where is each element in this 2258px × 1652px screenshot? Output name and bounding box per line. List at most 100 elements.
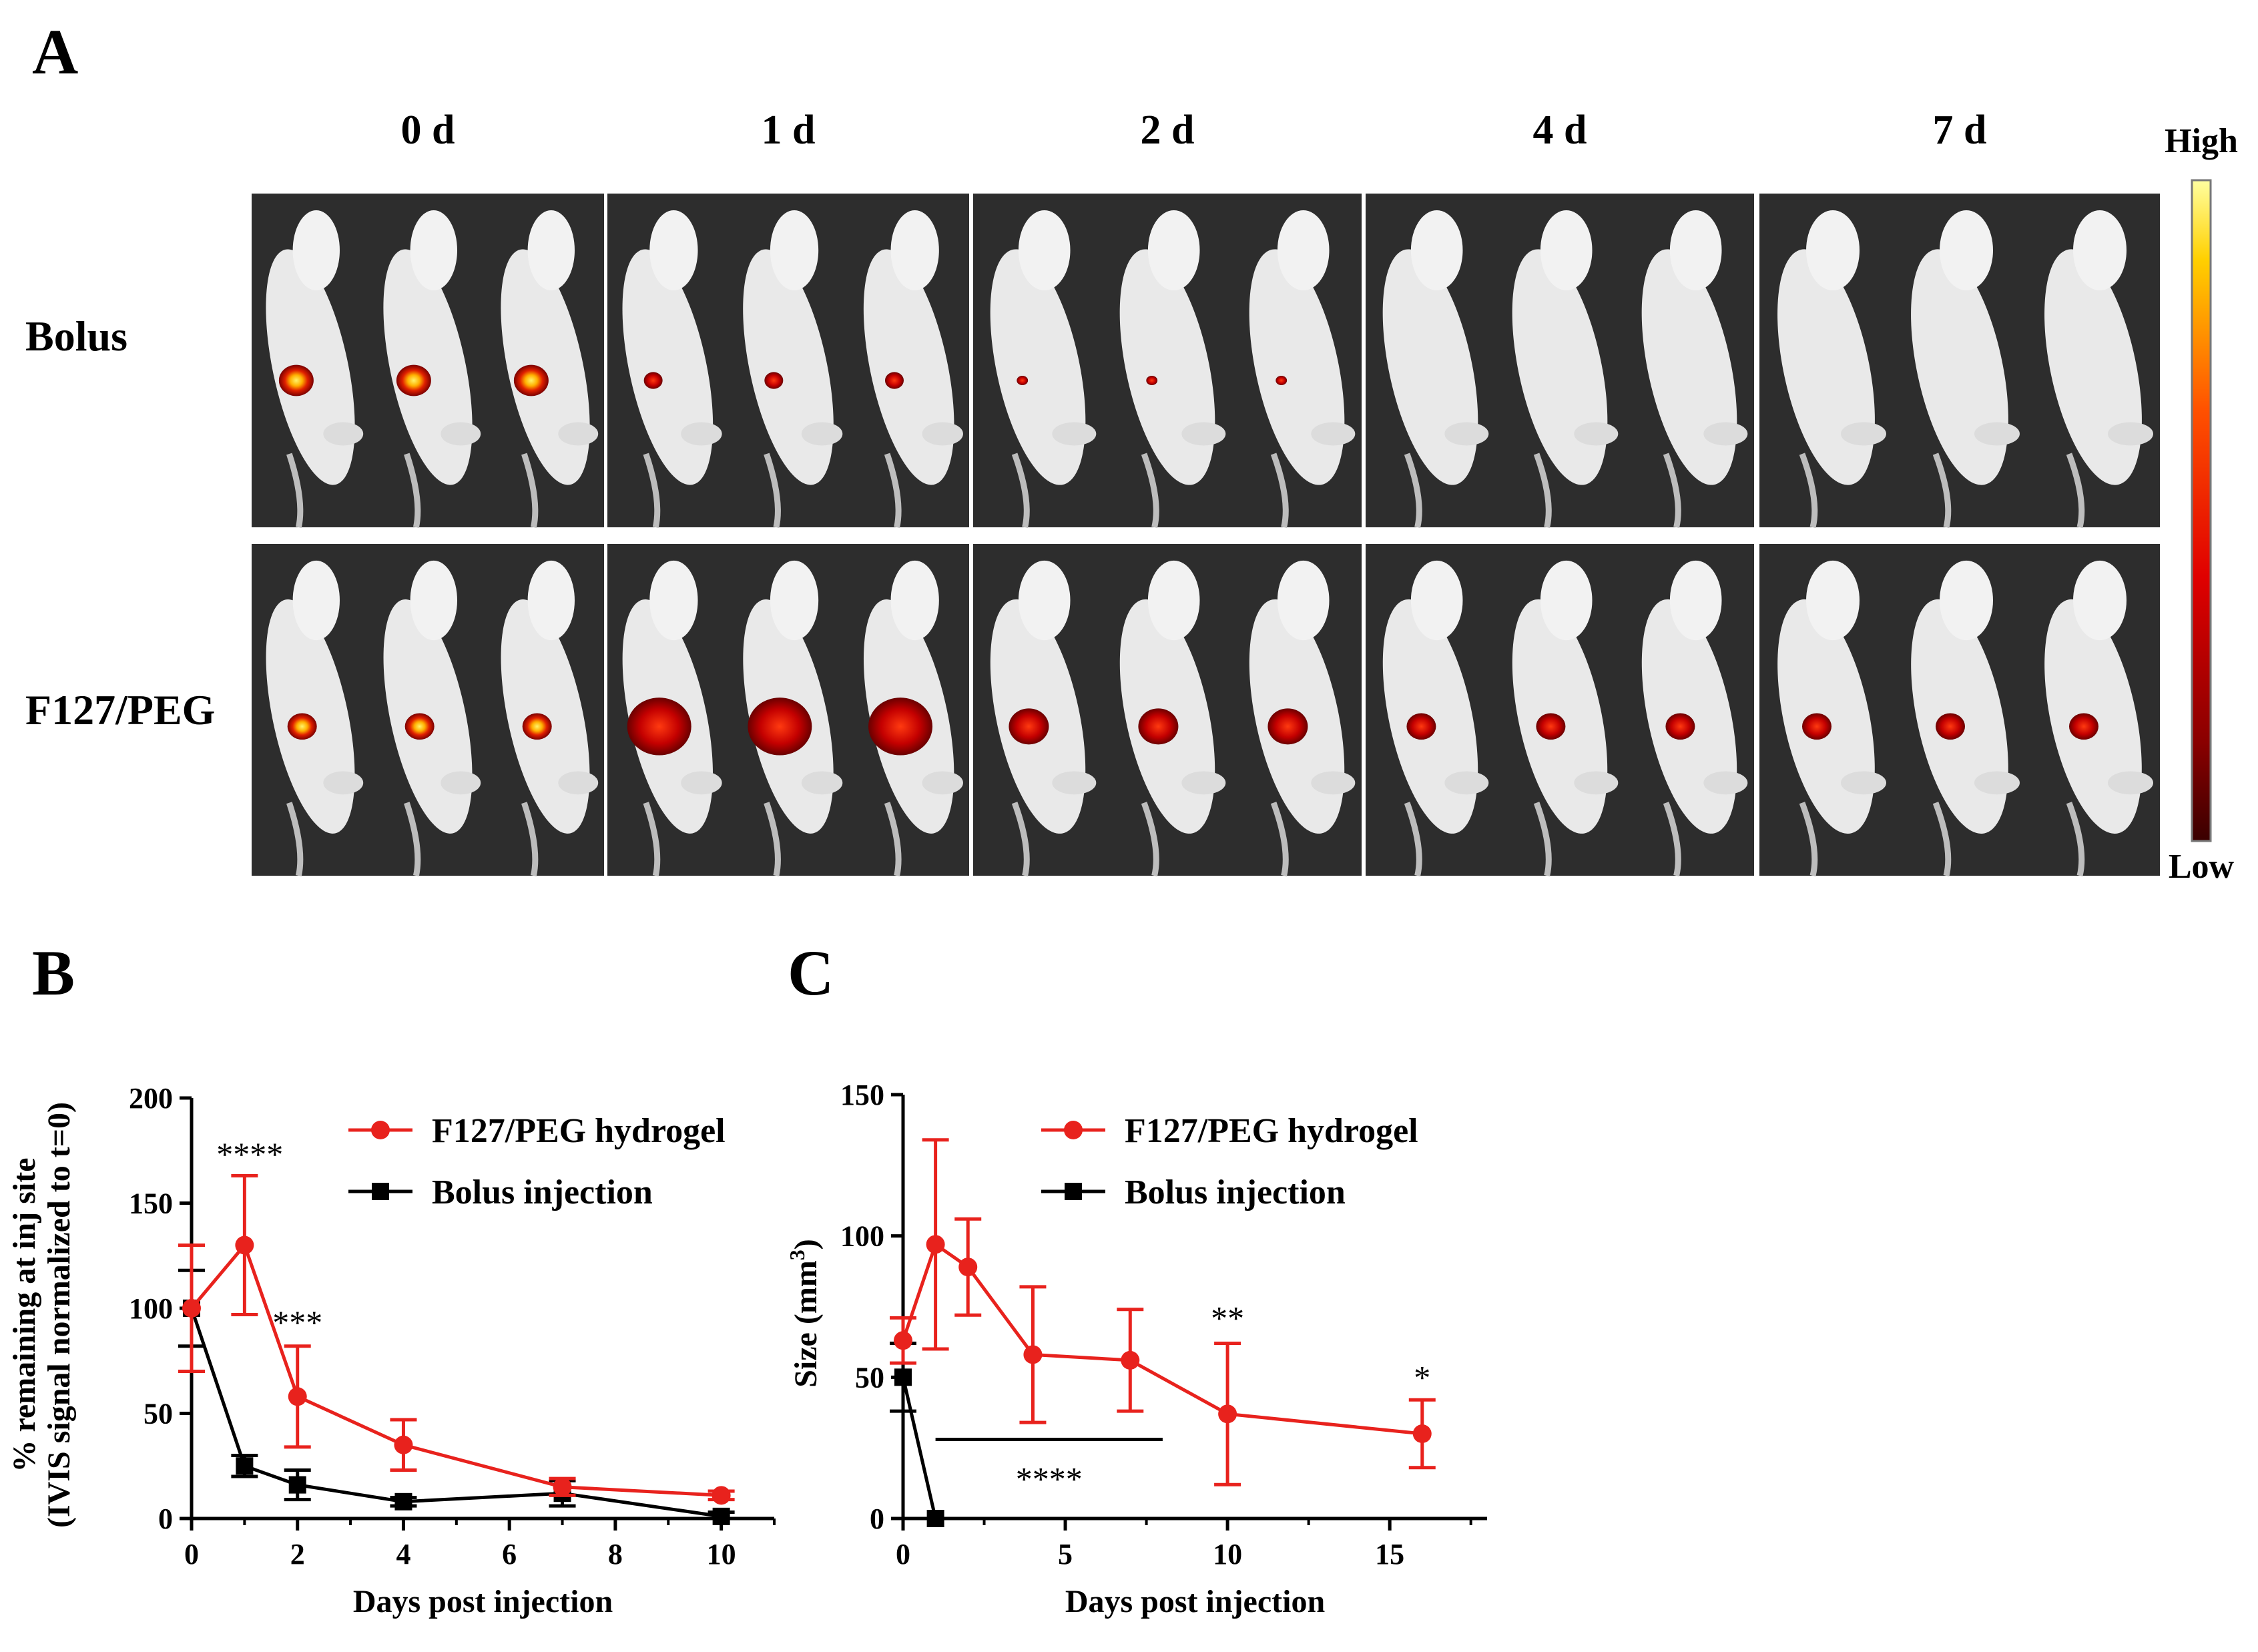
fluorescence-spot bbox=[404, 713, 435, 740]
legend-marker bbox=[371, 1121, 390, 1139]
data-point bbox=[235, 1235, 254, 1255]
mouse bbox=[1777, 560, 1886, 877]
fluorescence-spot bbox=[1276, 376, 1288, 385]
mouse-leg bbox=[323, 771, 364, 795]
fluorescence-spot bbox=[513, 364, 549, 396]
imaging-tile-r1-c1 bbox=[607, 544, 969, 876]
y-axis-label-sup: 3 bbox=[785, 1250, 809, 1260]
mouse-head bbox=[1277, 560, 1330, 641]
mouse bbox=[1512, 560, 1619, 877]
legend-label: Bolus injection bbox=[1125, 1173, 1346, 1211]
data-point bbox=[1121, 1350, 1140, 1370]
mouse-tail bbox=[1404, 802, 1422, 877]
fluorescence-spot bbox=[1138, 708, 1179, 745]
data-point bbox=[288, 1387, 307, 1406]
mouse-head bbox=[1806, 560, 1860, 641]
mouse-head bbox=[1018, 560, 1071, 641]
mouse-head bbox=[527, 210, 575, 290]
mouse-leg bbox=[681, 771, 722, 795]
mouse-tail bbox=[643, 802, 661, 876]
column-header-4: 7 d bbox=[1933, 107, 1987, 153]
mouse-leg bbox=[922, 422, 963, 446]
data-point bbox=[1023, 1345, 1043, 1364]
y-axis-label: Size (mm3) bbox=[785, 1239, 824, 1388]
fluorescence-spot bbox=[1936, 713, 1965, 740]
mouse-tail bbox=[404, 802, 421, 876]
mouse-tail bbox=[2066, 453, 2085, 529]
mouse-tail bbox=[884, 453, 902, 528]
mouse-leg bbox=[801, 422, 843, 446]
mouse-tail bbox=[643, 453, 661, 528]
y-tick-label: 50 bbox=[855, 1361, 884, 1394]
imaging-tile-r1-c3 bbox=[1366, 544, 1754, 877]
mouse-leg bbox=[1444, 422, 1489, 446]
fluorescence-spot bbox=[1009, 708, 1049, 745]
mouse-tail bbox=[1932, 802, 1952, 877]
mouse-head bbox=[1018, 210, 1071, 290]
significance-label: *** bbox=[272, 1304, 322, 1341]
mouse-leg bbox=[1841, 771, 1886, 795]
mouse bbox=[863, 560, 963, 876]
chart-b: B 0 50 100 150 200 0 2 4 6 8 10 Days post injection… bbox=[7, 937, 776, 1619]
data-point bbox=[182, 1299, 201, 1318]
panel-letter-c: C bbox=[788, 937, 834, 1009]
x-tick-label: 0 bbox=[184, 1538, 199, 1571]
mouse-tail bbox=[2066, 802, 2085, 877]
mouse bbox=[2044, 560, 2153, 877]
mouse-head bbox=[410, 210, 457, 290]
colorbar-gradient bbox=[2191, 179, 2212, 842]
series-line bbox=[190, 1308, 722, 1519]
y-tick-label: 200 bbox=[129, 1082, 173, 1115]
y-tick-label: 150 bbox=[129, 1187, 173, 1220]
mouse-tail bbox=[1663, 453, 1681, 529]
mouse-leg bbox=[1841, 422, 1886, 446]
significance-label: * bbox=[1414, 1358, 1430, 1396]
fluorescence-spot bbox=[884, 372, 904, 389]
fluorescence-spot bbox=[764, 372, 784, 389]
mouse-head bbox=[1540, 560, 1593, 641]
colorbar: High Low bbox=[2165, 122, 2238, 886]
series-bolus bbox=[890, 1342, 944, 1527]
fluorescence-spot bbox=[396, 364, 431, 396]
mouse-leg bbox=[1574, 771, 1619, 795]
x-tick-label: 15 bbox=[1375, 1538, 1404, 1571]
mouse-tail bbox=[1404, 453, 1422, 529]
mouse-leg bbox=[1574, 422, 1619, 446]
data-point bbox=[288, 1476, 306, 1494]
mouse bbox=[863, 210, 963, 528]
mouse-tail bbox=[404, 453, 421, 528]
mouse-head bbox=[292, 210, 340, 290]
y-tick-label: 0 bbox=[870, 1502, 884, 1535]
x-tick-label: 4 bbox=[396, 1538, 410, 1571]
imaging-tile-r1-c2 bbox=[973, 544, 1362, 877]
mouse-leg bbox=[323, 422, 364, 446]
data-point bbox=[1218, 1404, 1237, 1424]
mouse bbox=[743, 560, 843, 876]
mouse-leg bbox=[1052, 771, 1097, 795]
mouse bbox=[1249, 210, 1356, 529]
mouse bbox=[1249, 560, 1356, 877]
legend-marker bbox=[372, 1183, 389, 1200]
mouse bbox=[1911, 210, 2020, 529]
mouse-tail bbox=[1932, 453, 1952, 529]
mouse-tail bbox=[521, 453, 539, 528]
y-tick-label: 150 bbox=[840, 1079, 884, 1111]
fluorescence-spot bbox=[748, 698, 812, 756]
mouse-head bbox=[2073, 560, 2127, 641]
panel-letter-a: A bbox=[32, 16, 78, 87]
mouse-tail bbox=[286, 802, 304, 876]
fluorescence-spot bbox=[278, 364, 314, 396]
mouse-head bbox=[770, 210, 819, 290]
mouse bbox=[1777, 210, 1886, 529]
mouse-leg bbox=[1052, 422, 1097, 446]
y-tick-label: 100 bbox=[129, 1292, 173, 1325]
legend-marker bbox=[1064, 1121, 1083, 1139]
mouse-tail bbox=[1270, 453, 1289, 529]
series-hydrogel bbox=[178, 1174, 735, 1505]
x-tick-label: 10 bbox=[707, 1538, 736, 1571]
data-point bbox=[236, 1457, 254, 1475]
mouse-tail bbox=[1663, 802, 1681, 877]
mouse-tail bbox=[1533, 802, 1552, 877]
mouse-head bbox=[1410, 210, 1463, 290]
y-tick-label: 0 bbox=[158, 1502, 173, 1535]
